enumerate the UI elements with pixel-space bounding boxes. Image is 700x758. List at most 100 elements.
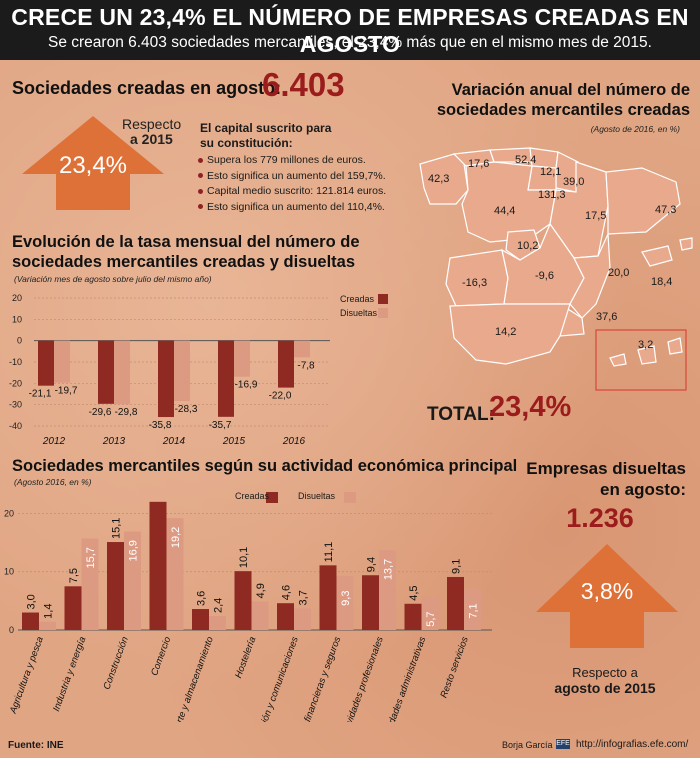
data-label-creadas: -22,0 xyxy=(269,391,292,402)
data-label-disueltas: 19,2 xyxy=(170,527,182,548)
map-label-la-rioja: 131,3 xyxy=(538,189,566,201)
map-total-label: TOTAL: xyxy=(427,404,495,425)
capital-bullets: Supera los 779 millones de euros. Esto s… xyxy=(198,153,386,215)
data-label-disueltas: 9,3 xyxy=(340,591,352,606)
bar-creadas xyxy=(158,340,174,418)
capital-title-line1: El capital suscrito para xyxy=(200,121,332,135)
map-label-murcia: 37,6 xyxy=(596,311,618,323)
bar-disueltas xyxy=(379,550,396,630)
bar-disueltas xyxy=(124,531,141,630)
bar-disueltas xyxy=(54,340,70,383)
map-region-cataluna xyxy=(605,167,681,235)
bar-disueltas xyxy=(336,575,354,630)
monthly-title-line1: Evolución de la tasa mensual del número … xyxy=(12,233,360,251)
map-label-castilla-leon: 44,4 xyxy=(494,205,516,217)
bar-creadas xyxy=(319,565,337,630)
bullet-icon xyxy=(198,157,203,163)
bar-creadas xyxy=(38,340,54,386)
bar-disueltas xyxy=(234,340,250,377)
map-label-galicia: 42,3 xyxy=(428,173,450,185)
bar-disueltas xyxy=(81,538,99,630)
dissolved-arrow-icon xyxy=(536,544,678,648)
bullet-item: Capital medio suscrito: 121.814 euros. xyxy=(198,184,386,200)
bar-disueltas xyxy=(294,340,310,358)
y-tick-label: -30 xyxy=(9,400,22,410)
map-label-baleares: 18,4 xyxy=(651,276,673,288)
map-label-navarra: 39,0 xyxy=(563,176,585,188)
header-bar xyxy=(0,0,700,60)
bullet-text: Esto significa un aumento del 110,4%. xyxy=(207,200,385,213)
legend-swatch-disueltas xyxy=(344,492,356,503)
footer-author: Borja García xyxy=(502,740,553,750)
x-category-label: Agricultura y pesca xyxy=(8,635,46,716)
y-tick-label: 10 xyxy=(4,567,14,577)
data-label-disueltas: -16,9 xyxy=(235,380,258,391)
map-label-extremadura: -16,3 xyxy=(462,277,488,289)
data-label-creadas: 4,5 xyxy=(408,585,420,600)
data-label-disueltas: 7,1 xyxy=(468,603,480,618)
data-label-creadas: 4,6 xyxy=(281,585,293,600)
dissolved-title-line2: en agosto: xyxy=(600,480,686,499)
dissolved-title: Empresas disueltas en agosto: xyxy=(500,458,686,500)
y-tick-label: 20 xyxy=(12,293,22,303)
data-label-disueltas: 2,4 xyxy=(213,598,225,613)
x-tick-label: 2015 xyxy=(222,436,246,447)
capital-title-line2: su constitución: xyxy=(200,136,293,150)
page-subtitle: Se crearon 6.403 sociedades mercantiles,… xyxy=(48,34,652,51)
y-tick-label: -20 xyxy=(9,378,22,388)
x-category-label: Actividades profesionales xyxy=(338,635,386,722)
bar-creadas xyxy=(278,340,294,388)
bullet-text: Esto significa un aumento del 159,7%. xyxy=(207,169,386,182)
map-label-pais-vasco: 12,1 xyxy=(540,166,562,178)
legend-swatch-disueltas xyxy=(378,308,388,318)
bullet-text: Capital medio suscrito: 121.814 euros. xyxy=(207,185,387,197)
created-arrow-value: 23,4% xyxy=(58,152,128,179)
y-tick-label: 0 xyxy=(17,336,22,346)
bullet-icon xyxy=(198,188,203,194)
y-tick-label: 20 xyxy=(4,508,14,518)
x-tick-label: 2013 xyxy=(102,436,126,447)
bar-creadas xyxy=(192,609,209,630)
data-label-disueltas: 16,9 xyxy=(128,540,140,561)
monthly-chart-title: Evolución de la tasa mensual del número … xyxy=(12,232,360,272)
legend-swatch-creadas xyxy=(266,492,278,503)
x-tick-label: 2014 xyxy=(162,436,186,447)
map-label-aragon: 17,5 xyxy=(585,210,607,222)
footer-source: Fuente: INE xyxy=(8,740,64,751)
bar-disueltas xyxy=(421,596,439,630)
data-label-creadas: 9,1 xyxy=(451,559,463,574)
data-label-disueltas: 13,7 xyxy=(383,559,395,580)
footer-url[interactable]: http://infografias.efe.com/ xyxy=(576,739,689,750)
bar-creadas xyxy=(107,542,124,630)
y-tick-label: -10 xyxy=(9,357,22,367)
bullet-icon xyxy=(198,204,203,210)
monthly-legend-disueltas-label: Disueltas xyxy=(340,308,378,318)
y-tick-label: 0 xyxy=(9,625,14,635)
bar-creadas xyxy=(277,603,294,630)
map-label-andalucia: 14,2 xyxy=(495,326,517,338)
map-label-asturias: 17,6 xyxy=(468,158,490,170)
bar-creadas xyxy=(149,501,167,630)
bar-creadas xyxy=(98,340,114,404)
map-note: (Agosto de 2016, en %) xyxy=(590,124,680,134)
bar-disueltas xyxy=(464,588,481,630)
created-label: Sociedades creadas en agosto: xyxy=(12,78,282,98)
bar-disueltas xyxy=(166,518,184,630)
page-title: CRECE UN 23,4% EL NÚMERO DE EMPRESAS CRE… xyxy=(11,4,689,57)
monthly-legend-creadas-label: Creadas xyxy=(340,294,375,304)
data-label-creadas: -29,6 xyxy=(89,407,112,418)
legend-swatch-creadas xyxy=(378,294,388,304)
map-label-cantabria: 52,4 xyxy=(515,154,537,166)
bullet-item: Supera los 779 millones de euros. xyxy=(198,153,386,169)
map-region-castilla-leon xyxy=(461,161,557,243)
data-label-creadas: 15,1 xyxy=(111,518,123,539)
data-label-creadas: 3,6 xyxy=(196,591,208,606)
data-label-disueltas: 3,7 xyxy=(298,590,310,605)
data-label-disueltas: -29,8 xyxy=(115,407,138,418)
monthly-title-line2: sociedades mercantiles creadas y disuelt… xyxy=(12,253,356,271)
y-tick-label: -40 xyxy=(9,421,22,431)
data-label-creadas: 9,4 xyxy=(366,557,378,572)
activity-bar-chart: 20 10 0 3,0 1,4 Agricultura y pesca 7,5 15,7 Ind… xyxy=(4,492,492,722)
map-total-value: 23,4% xyxy=(489,391,572,423)
